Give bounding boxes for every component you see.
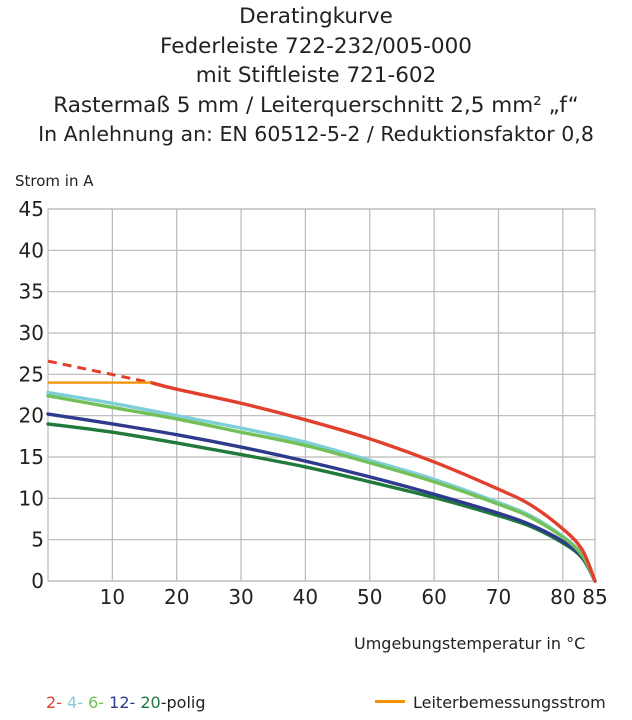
legend-rated-label: Leiterbemessungsstrom: [413, 693, 606, 712]
y-tick-label: 5: [31, 528, 44, 552]
derating-chart: 0 5 10 15 20 25 30 35 40 45 10 20 30 40 50 60 70 80 85: [19, 197, 608, 609]
series-line-6-polig: [46, 394, 597, 583]
legend-item-12-polig: 12-: [104, 693, 136, 712]
legend-rated-current: Leiterbemessungsstrom: [375, 693, 606, 712]
chart-subtitle-pitch: Rastermaß 5 mm / Leiterquerschnitt 2,5 m…: [53, 92, 579, 118]
y-tick-label: 35: [19, 280, 44, 304]
plot-frame: [47, 208, 596, 582]
legend-item-20-polig: 20: [135, 693, 161, 712]
tick-labels: 0 5 10 15 20 25 30 35 40 45 10 20 30 40 50 60 70 80 85: [19, 197, 608, 609]
legend-item-6-polig: 6-: [83, 693, 105, 712]
x-tick-label: 85: [582, 585, 607, 609]
series-line-12-polig: [46, 412, 597, 583]
y-tick-label: 15: [19, 445, 44, 469]
x-tick-label: 80: [550, 585, 575, 609]
y-tick-label: 20: [19, 404, 44, 428]
x-tick-label: 70: [486, 585, 511, 609]
series-line-2-polig: [149, 380, 597, 583]
x-tick-label: 20: [164, 585, 189, 609]
chart-title-block: Deratingkurve Federleiste 722-232/005-00…: [0, 2, 632, 150]
chart-subtitle-mating-part: mit Stiftleiste 721-602: [195, 63, 437, 88]
y-tick-label: 25: [19, 362, 44, 386]
series-line-4-polig: [46, 390, 597, 583]
y-tick-label: 10: [19, 486, 44, 510]
legend-item-2-polig: 2-: [46, 693, 62, 712]
chart-title: Deratingkurve: [239, 4, 393, 29]
legend-item-4-polig: 4-: [61, 693, 83, 712]
x-axis-label: Umgebungstemperatur in °C: [354, 634, 586, 653]
x-tick-label: 30: [228, 585, 253, 609]
y-axis-label: Strom in A: [15, 172, 94, 190]
x-tick-label: 40: [293, 585, 318, 609]
grid: [47, 208, 596, 582]
legend-series: 2- 4- 6- 12- 20-polig: [46, 693, 205, 712]
series-line-2-polig-dashed: [47, 359, 152, 385]
series-lines: [46, 359, 597, 583]
rated-current-swatch: [375, 700, 405, 703]
x-tick-label: 60: [421, 585, 446, 609]
y-tick-label: 45: [19, 197, 44, 221]
y-tick-label: 40: [19, 238, 44, 262]
chart-subtitle-standard: In Anlehnung an: EN 60512-5-2 / Reduktio…: [38, 122, 594, 146]
x-tick-label: 10: [100, 585, 125, 609]
x-tick-label: 50: [357, 585, 382, 609]
chart-subtitle-part-number: Federleiste 722-232/005-000: [160, 33, 472, 59]
y-tick-label: 0: [31, 569, 44, 593]
legend-suffix-polig: -polig: [160, 693, 206, 712]
y-tick-label: 30: [19, 321, 44, 345]
